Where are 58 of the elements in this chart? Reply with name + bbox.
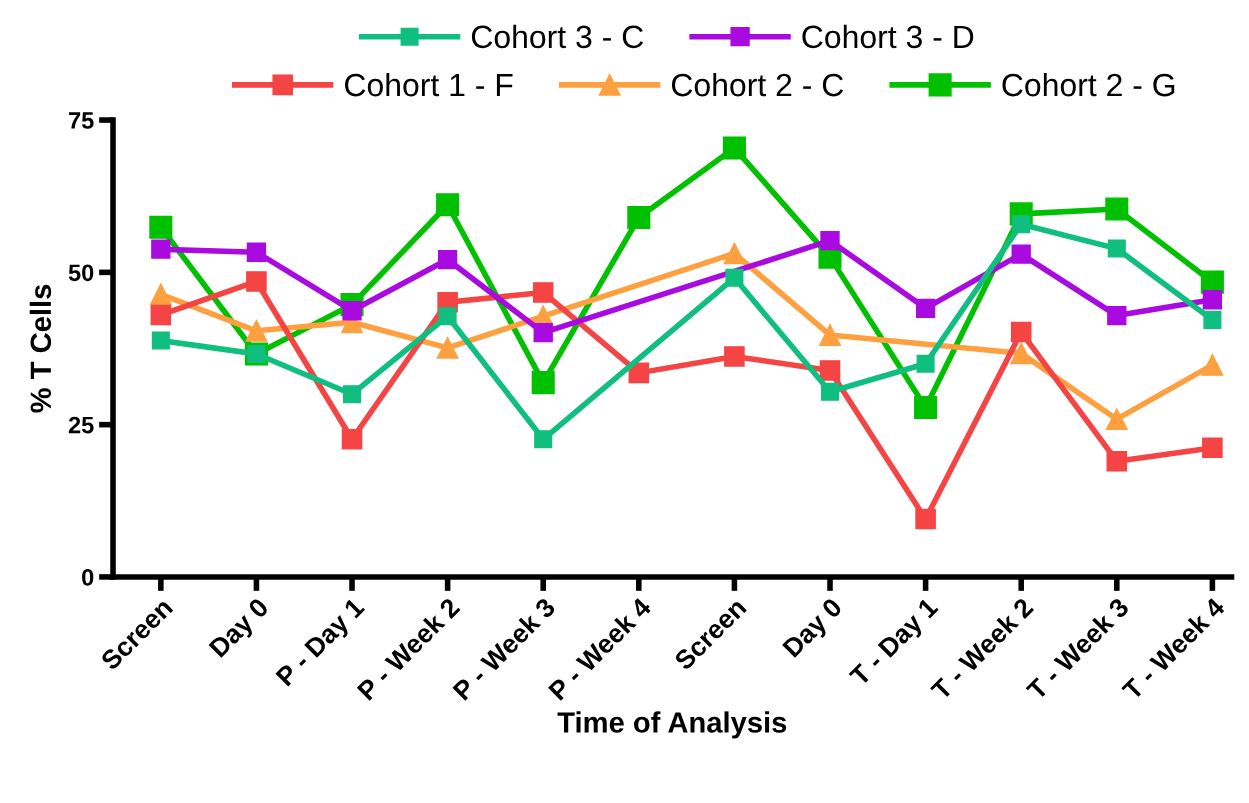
y-tick-label: 50 [68, 264, 94, 282]
x-axis-title: Time of Analysis [557, 711, 787, 739]
y-tick-label: 75 [69, 112, 94, 129]
point [1010, 321, 1032, 343]
point [915, 298, 936, 318]
point [916, 354, 935, 373]
point [722, 136, 746, 160]
point [915, 508, 936, 530]
point [151, 331, 170, 350]
point [150, 304, 172, 326]
point [436, 193, 460, 217]
point [438, 307, 457, 326]
point [151, 239, 171, 259]
legend-label: Cohort 3 - C [471, 24, 644, 49]
y-axis-title: % T Cells [29, 284, 52, 413]
point [245, 319, 268, 342]
point [246, 271, 267, 292]
point [820, 231, 840, 251]
point [1107, 239, 1126, 258]
legend-label: Cohort 2 - C [671, 72, 844, 97]
point [1107, 305, 1127, 326]
point [723, 242, 746, 265]
point [436, 336, 459, 359]
point [1010, 342, 1033, 365]
legend-label: Cohort 2 - G [1002, 72, 1175, 97]
point [1203, 310, 1222, 329]
point [1012, 215, 1031, 234]
point [1202, 290, 1223, 310]
point [724, 346, 745, 367]
x-tick-label: Day 0 [208, 596, 274, 662]
point [532, 282, 554, 303]
legend-label: Cohort 3 - D [802, 24, 974, 49]
point [819, 360, 841, 381]
point [341, 428, 363, 450]
point [1201, 354, 1224, 376]
legend-label: Cohort 1 - F [345, 72, 513, 97]
point [914, 396, 938, 420]
point [246, 242, 267, 262]
point [820, 382, 840, 401]
point [1202, 437, 1223, 459]
y-tick-label: 0 [82, 569, 94, 586]
point [1011, 244, 1031, 264]
point [1105, 197, 1129, 221]
point [149, 215, 173, 239]
point [149, 283, 172, 306]
point [533, 323, 553, 343]
x-tick-label: Day 0 [781, 596, 847, 662]
y-tick-label: 25 [68, 416, 94, 434]
point [819, 324, 841, 347]
point [725, 268, 744, 287]
point [342, 301, 362, 321]
point [627, 205, 651, 230]
point [437, 249, 458, 270]
point [1105, 408, 1128, 431]
point [531, 371, 555, 395]
point [534, 430, 553, 449]
point [1106, 450, 1128, 472]
point [342, 385, 362, 404]
